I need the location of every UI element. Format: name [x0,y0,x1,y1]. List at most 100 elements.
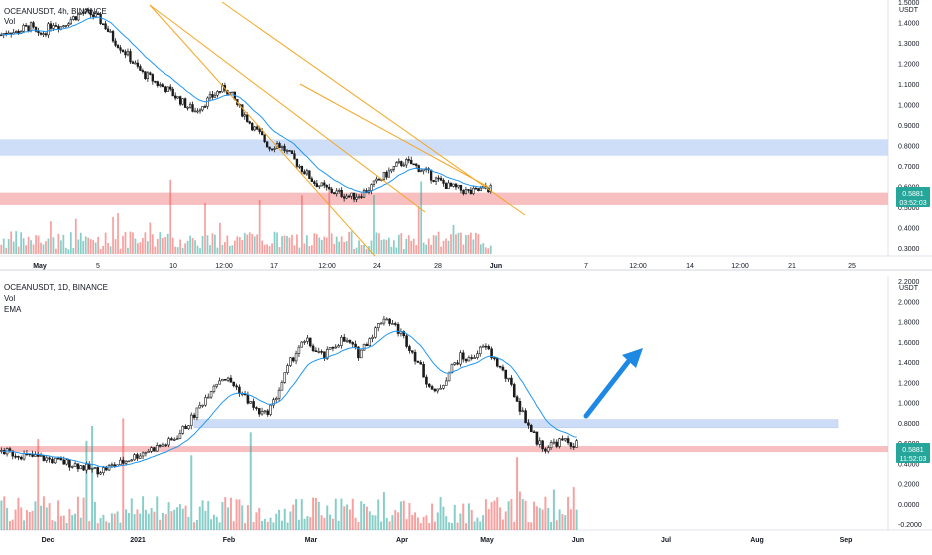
bottom-volume-bar [303,518,306,530]
top-volume-bar [313,233,316,254]
bottom-candle [334,346,338,349]
bottom-volume-bar [385,518,388,530]
top-volume-bar [440,246,442,254]
top-volume-bar [315,234,318,254]
bottom-volume-bar [65,522,68,530]
bottom-volume-bar [377,499,380,530]
top-volume-bar [333,243,336,254]
bottom-candle [510,377,513,385]
bottom-support-zone[interactable] [0,446,888,453]
bottom-candle [164,444,168,447]
top-volume-bar [462,244,465,254]
bottom-candle [430,386,434,390]
bottom-candle [2,450,6,455]
bottom-volume-bar [382,492,385,530]
bottom-volume-bar [368,511,371,530]
bottom-candle [442,385,445,389]
top-candle [52,25,55,29]
descending-trendline-2[interactable] [299,83,491,189]
top-time-label: 14 [686,263,694,270]
top-volume-bar [107,243,109,254]
top-candle [24,25,28,27]
bottom-volume-bar [306,516,309,530]
bottom-candle [189,414,193,426]
bottom-volume-bar [399,501,402,530]
top-volume-bar [176,247,179,254]
bottom-candle [11,450,15,457]
bottom-volume-bar [23,520,26,530]
top-volume-bar [383,239,385,254]
bottom-candle [320,351,323,353]
top-symbol-label[interactable]: OCEANUSDT, 4h, BINANCE [4,7,107,16]
bottom-volume-bar [476,517,479,530]
top-candle [74,16,77,21]
top-candle [139,66,142,71]
top-candle [246,114,249,122]
bottom-volume-bar [82,497,85,530]
bottom-volume-bar [422,517,425,530]
bottom-volume-bar [436,512,439,530]
bottom-volume-bar [402,500,405,530]
top-time-label: 21 [788,263,796,270]
bullish-arrow-head[interactable] [622,348,643,368]
bottom-vol-label[interactable]: Vol [4,294,16,303]
top-volume-bar [82,240,85,254]
bottom-candle [314,350,318,352]
bottom-volume-bar [170,511,173,530]
top-candle [92,14,95,17]
top-candle [124,51,127,56]
bottom-candle [359,349,363,359]
bottom-time-label: Feb [223,537,235,544]
bottom-volume-bar [48,503,51,530]
bottom-candle [328,347,332,350]
top-candle [14,30,18,33]
top-candle [397,161,400,164]
top-candle [201,106,204,111]
top-support-zone[interactable] [0,192,888,205]
bottom-candle [76,463,80,470]
top-ema-line[interactable] [1,16,491,193]
bottom-volume-bar [527,522,530,530]
top-candle [49,23,53,29]
top-resistance-zone[interactable] [0,139,888,156]
top-volume-bar [40,242,42,254]
bottom-candle [82,465,85,471]
bottom-symbol-label[interactable]: OCEANUSDT, 1D, BINANCE [4,283,109,292]
bottom-candle [385,318,389,321]
top-panel-bg [0,0,888,256]
top-price-tick: 0.8000 [898,144,920,151]
top-vol-label[interactable]: Vol [4,17,16,26]
bottom-last-price-tag[interactable] [896,443,930,463]
top-volume-bar [149,222,152,254]
bottom-ema-label[interactable]: EMA [4,305,22,314]
bottom-volume-bar [91,425,94,530]
bottom-ema-line[interactable] [1,330,577,468]
bottom-candle [121,459,125,464]
bottom-price-tick: 0.8000 [898,421,920,428]
bullish-arrow-shaft[interactable] [583,359,631,419]
channel-upper-line[interactable] [149,4,426,213]
top-volume-bar [87,237,90,254]
top-volume-bar [442,240,445,254]
bottom-candle [223,378,227,381]
bottom-candle [459,352,462,365]
top-volume-bar [392,240,395,254]
bottom-candle [221,378,224,382]
bottom-volume-bar [428,523,431,530]
bottom-candle [198,404,202,409]
bottom-volume-bar [558,509,561,530]
top-candle [79,13,82,15]
top-candle [439,178,443,181]
bottom-candle [87,463,91,470]
top-last-price-tag[interactable] [896,187,930,207]
bottom-candle [342,336,346,342]
bottom-resistance-zone[interactable] [193,419,839,429]
bottom-candle [232,381,236,387]
channel-lower-line[interactable] [149,4,376,257]
bottom-candle [22,453,26,460]
top-volume-bar [363,244,365,254]
top-candle [305,170,309,175]
bottom-candle [48,457,51,460]
top-time-label: 17 [270,263,278,270]
